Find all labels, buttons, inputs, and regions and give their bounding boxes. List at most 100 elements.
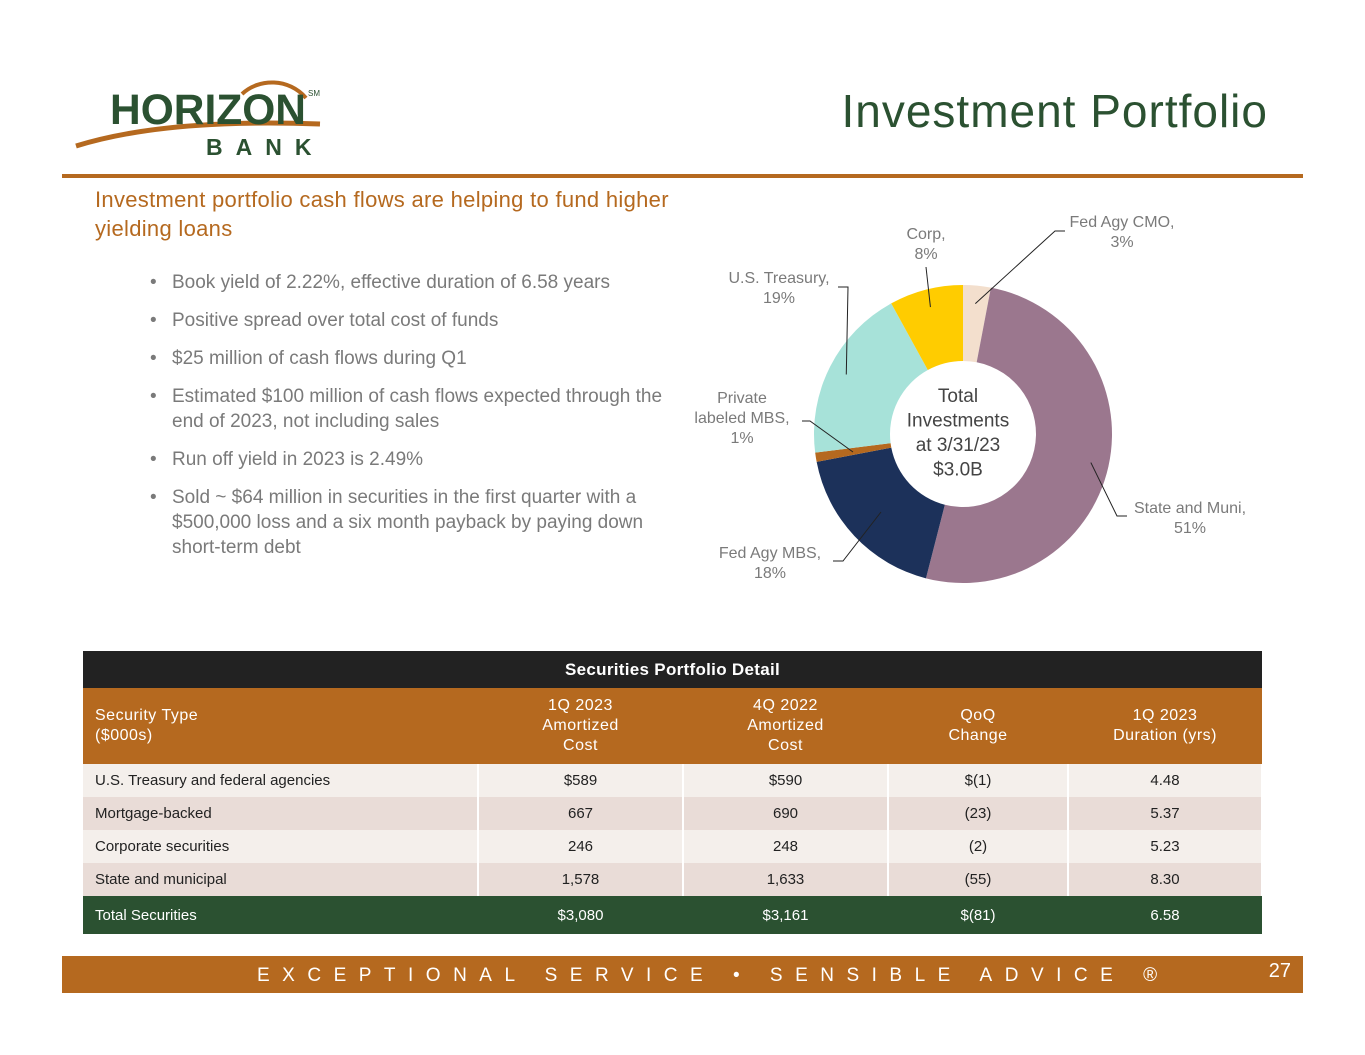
page-title: Investment Portfolio bbox=[841, 85, 1268, 137]
slice-percent: 8% bbox=[914, 246, 937, 263]
slice-percent: 18% bbox=[754, 565, 786, 582]
column-header: 4Q 2022 Amortized Cost bbox=[683, 688, 888, 764]
leader-line bbox=[802, 420, 854, 453]
table-row: Mortgage-backed 667 690 (23) 5.37 bbox=[83, 797, 1264, 830]
table-cell: $(1) bbox=[888, 764, 1069, 797]
bullet-item: • Estimated $100 million of cash flows ex… bbox=[150, 384, 680, 434]
column-header-line: Change bbox=[948, 727, 1008, 744]
slice-label: Corp, 8% bbox=[906, 226, 945, 263]
title-divider bbox=[62, 174, 1303, 178]
table-cell: 248 bbox=[683, 830, 889, 863]
total-cell: $3,161 bbox=[683, 896, 888, 934]
column-header: Security Type ($000s) bbox=[83, 688, 478, 764]
table-cell: (55) bbox=[888, 863, 1069, 896]
center-label-line: at 3/31/23 bbox=[916, 435, 1001, 456]
donut-slice bbox=[815, 443, 892, 462]
column-header-line: Amortized bbox=[542, 717, 619, 734]
donut-slice bbox=[891, 285, 963, 371]
bullet-text: Estimated $100 million of cash flows exp… bbox=[172, 386, 663, 432]
table-cell: 690 bbox=[683, 797, 889, 830]
bullet-item: • Sold ~ $64 million in securities in the… bbox=[150, 485, 680, 560]
securities-portfolio-table: Securities Portfolio Detail Security Typ… bbox=[83, 651, 1264, 934]
bullet-item: • Positive spread over total cost of fund… bbox=[150, 308, 680, 333]
page-number: 27 bbox=[1268, 960, 1291, 982]
bullet-text: Sold ~ $64 million in securities in the … bbox=[172, 487, 644, 558]
table-row: Corporate securities 246 248 (2) 5.23 bbox=[83, 830, 1264, 863]
table-cell: $590 bbox=[683, 764, 889, 797]
section-subtitle: Investment portfolio cash flows are help… bbox=[95, 187, 669, 241]
center-label-line: $3.0B bbox=[933, 460, 983, 481]
column-header: QoQ Change bbox=[888, 688, 1068, 764]
total-cell: Total Securities bbox=[83, 896, 478, 934]
table-cell: $589 bbox=[478, 764, 684, 797]
table-cell: 8.30 bbox=[1068, 863, 1264, 896]
table-cell: U.S. Treasury and federal agencies bbox=[83, 764, 479, 797]
bullet-list: • Book yield of 2.22%, effective duration… bbox=[150, 270, 680, 573]
table-total-row: Total Securities $3,080 $3,161 $(81) 6.58 bbox=[83, 896, 1263, 934]
logo-subtext: BANK bbox=[206, 134, 324, 160]
donut-slice bbox=[814, 303, 928, 453]
bullet-text: $25 million of cash flows during Q1 bbox=[172, 348, 467, 369]
column-header-line: ($000s) bbox=[95, 727, 153, 744]
table-row: State and municipal 1,578 1,633 (55) 8.30 bbox=[83, 863, 1264, 896]
bullet-glyph: • bbox=[150, 487, 157, 508]
horizon-bank-logo: HORIZON SM BANK bbox=[74, 80, 324, 160]
column-header-line: 1Q 2023 bbox=[548, 697, 613, 714]
slice-label: Private labeled MBS, 1% bbox=[694, 390, 789, 447]
table-cell: State and municipal bbox=[83, 863, 479, 896]
table-title: Securities Portfolio Detail bbox=[83, 651, 1263, 688]
bullet-text: Run off yield in 2023 is 2.49% bbox=[172, 449, 424, 470]
bullet-glyph: • bbox=[150, 310, 157, 331]
footer-bar: EXCEPTIONAL SERVICE • SENSIBLE ADVICE ® … bbox=[62, 956, 1303, 993]
donut-slice bbox=[963, 285, 991, 363]
table-cell: 5.23 bbox=[1068, 830, 1264, 863]
table-cell: 5.37 bbox=[1068, 797, 1264, 830]
donut-slice bbox=[925, 287, 1113, 584]
column-header-line: Duration (yrs) bbox=[1113, 727, 1217, 744]
logo-wordmark: HORIZON bbox=[110, 86, 306, 134]
slice-label: Fed Agy CMO, 3% bbox=[1070, 214, 1175, 251]
slice-label: State and Muni, 51% bbox=[1134, 500, 1246, 537]
center-label-line: Investments bbox=[907, 411, 1009, 432]
column-header-line: 1Q 2023 bbox=[1132, 707, 1198, 724]
table-cell: 667 bbox=[478, 797, 684, 830]
bullet-text: Positive spread over total cost of funds bbox=[172, 310, 499, 331]
slice-label: Fed Agy MBS, 18% bbox=[719, 545, 821, 582]
leader-line bbox=[974, 230, 1065, 304]
slice-percent: 51% bbox=[1174, 520, 1206, 537]
slice-percent: 3% bbox=[1110, 234, 1133, 251]
column-header-line: Security Type bbox=[95, 707, 199, 724]
bullet-glyph: • bbox=[150, 386, 157, 407]
column-header-line: Cost bbox=[563, 737, 598, 754]
table-cell: Mortgage-backed bbox=[83, 797, 479, 830]
bullet-item: • $25 million of cash flows during Q1 bbox=[150, 346, 680, 371]
leader-line bbox=[1090, 462, 1127, 517]
column-header: 1Q 2023 Duration (yrs) bbox=[1068, 688, 1263, 764]
footer-tagline: EXCEPTIONAL SERVICE • SENSIBLE ADVICE ® bbox=[257, 965, 1170, 986]
table-row: U.S. Treasury and federal agencies $589 $5… bbox=[83, 764, 1264, 797]
slice-percent: 19% bbox=[763, 290, 795, 307]
logo-service-mark: SM bbox=[308, 89, 320, 98]
column-header-line: QoQ bbox=[960, 707, 996, 724]
bullet-text: Book yield of 2.22%, effective duration … bbox=[172, 272, 610, 293]
bullet-item: • Book yield of 2.22%, effective duration… bbox=[150, 270, 680, 295]
center-label-line: Total bbox=[938, 386, 978, 407]
investment-mix-donut-chart: Fed Agy CMO, 3% State and Muni, 51% Fed Agy … bbox=[680, 195, 1280, 605]
column-header-line: Amortized bbox=[747, 717, 824, 734]
table-cell: 1,633 bbox=[683, 863, 889, 896]
table-cell: 1,578 bbox=[478, 863, 684, 896]
column-header: 1Q 2023 Amortized Cost bbox=[478, 688, 683, 764]
leader-line bbox=[925, 266, 931, 308]
bullet-item: • Run off yield in 2023 is 2.49% bbox=[150, 447, 680, 472]
total-cell: 6.58 bbox=[1068, 896, 1263, 934]
donut-center-label: Total Investments at 3/31/23 $3.0B bbox=[907, 386, 1009, 481]
bullet-glyph: • bbox=[150, 272, 157, 293]
column-header-line: Cost bbox=[768, 737, 803, 754]
slice-percent: 1% bbox=[730, 430, 753, 447]
total-cell: $(81) bbox=[888, 896, 1068, 934]
bullet-glyph: • bbox=[150, 348, 157, 369]
table-header-row: Security Type ($000s) 1Q 2023 Amortized Cost… bbox=[83, 688, 1263, 764]
slice-label: U.S. Treasury, 19% bbox=[728, 270, 829, 307]
table-cell: (2) bbox=[888, 830, 1069, 863]
table-cell: (23) bbox=[888, 797, 1069, 830]
